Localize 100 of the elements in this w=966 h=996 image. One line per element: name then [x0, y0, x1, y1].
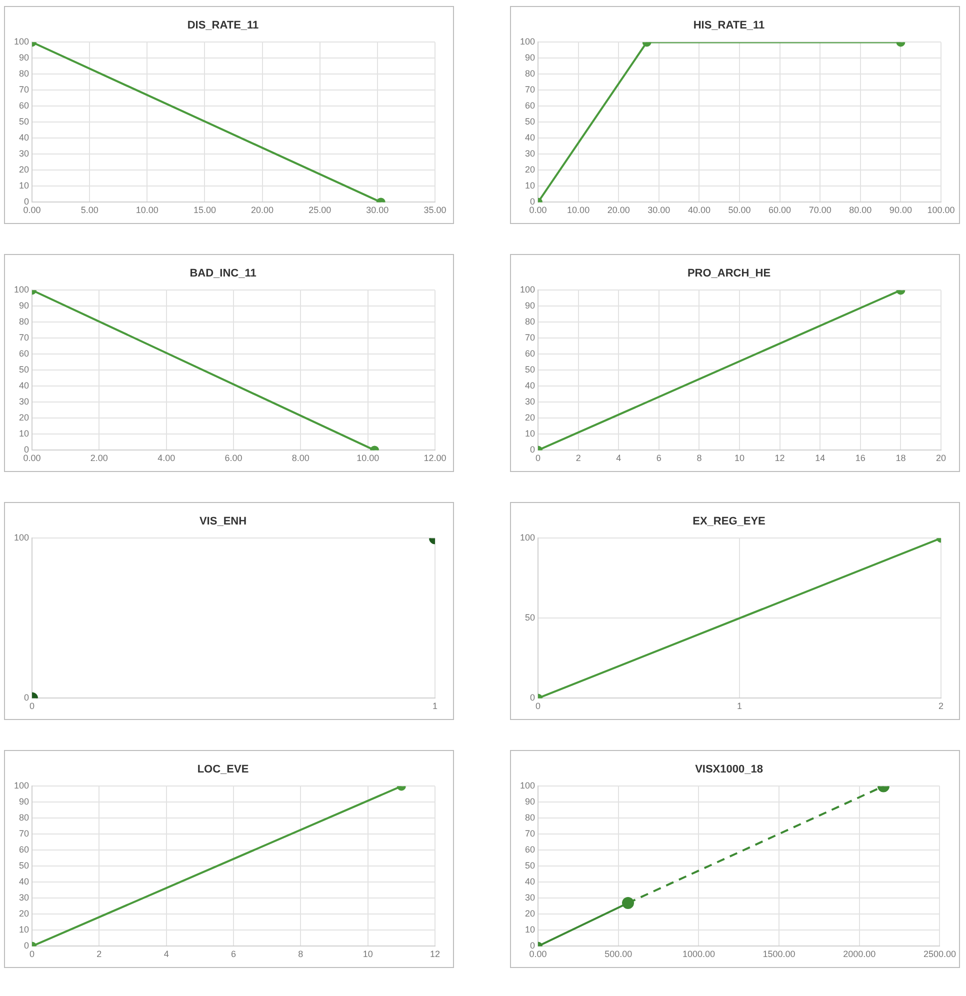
x-tick-label: 60.00 [768, 205, 792, 216]
y-tick-label: 20 [525, 908, 536, 919]
y-tick-label: 70 [19, 84, 30, 95]
x-tick-label: 80.00 [849, 205, 872, 216]
y-tick-label: 100 [520, 532, 536, 543]
x-tick-label: 10 [734, 453, 745, 464]
y-tick-label: 20 [19, 412, 30, 423]
x-tick-label: 6.00 [224, 453, 242, 464]
x-tick-label: 100.00 [927, 205, 955, 216]
y-tick-label: 10 [525, 180, 536, 191]
y-tick-label: 0 [530, 196, 536, 207]
y-tick-label: 20 [19, 164, 30, 175]
y-tick-label: 40 [19, 380, 30, 391]
y-tick-label: 30 [525, 892, 536, 903]
x-tick-label: 10.00 [567, 205, 590, 216]
y-tick-label: 0 [24, 692, 30, 703]
y-tick-label: 100 [520, 36, 536, 47]
y-tick-label: 40 [525, 876, 536, 887]
x-tick-label: 25.00 [308, 205, 332, 216]
y-tick-label: 90 [525, 52, 536, 63]
y-tick-label: 100 [14, 780, 30, 791]
y-tick-label: 0 [530, 444, 536, 455]
x-tick-label: 2 [96, 949, 102, 960]
y-tick-label: 80 [525, 68, 536, 79]
x-tick-label: 4 [616, 453, 622, 464]
y-tick-label: 70 [525, 332, 536, 343]
y-tick-label: 50 [525, 860, 536, 871]
y-tick-label: 50 [525, 364, 536, 375]
y-tick-label: 60 [525, 844, 536, 855]
y-tick-label: 100 [520, 780, 536, 791]
y-tick-label: 10 [19, 924, 30, 935]
chart-title: HIS_RATE_11 [693, 20, 765, 32]
y-tick-label: 0 [24, 444, 30, 455]
y-tick-label: 50 [19, 116, 30, 127]
x-tick-label: 14 [815, 453, 826, 464]
y-tick-label: 40 [19, 876, 30, 887]
chart-title: EX_REG_EYE [692, 516, 766, 528]
x-tick-label: 8 [696, 453, 702, 464]
y-tick-label: 80 [19, 812, 30, 823]
y-tick-label: 0 [530, 940, 536, 951]
y-tick-label: 60 [19, 348, 30, 359]
y-tick-label: 40 [525, 380, 536, 391]
x-tick-label: 20.00 [251, 205, 274, 216]
x-tick-label: 12 [430, 949, 440, 960]
x-tick-label: 10 [362, 949, 373, 960]
x-tick-label: 2.00 [90, 453, 108, 464]
y-tick-label: 50 [19, 860, 30, 871]
chart-title: PRO_ARCH_HE [687, 268, 771, 280]
y-tick-label: 0 [24, 940, 30, 951]
x-tick-label: 90.00 [889, 205, 912, 216]
chart-title: DIS_RATE_11 [187, 20, 259, 32]
x-tick-label: 0.00 [529, 205, 547, 216]
y-tick-label: 50 [19, 364, 30, 375]
x-tick-label: 5.00 [80, 205, 98, 216]
chart-title: VIS_ENH [199, 516, 247, 528]
x-tick-label: 1 [737, 701, 742, 712]
y-tick-label: 90 [19, 300, 30, 311]
y-tick-label: 0 [530, 692, 536, 703]
chart-title: VISX1000_18 [695, 764, 763, 776]
y-tick-label: 100 [14, 532, 30, 543]
y-tick-label: 50 [525, 116, 536, 127]
y-tick-label: 40 [19, 132, 30, 143]
x-tick-label: 12 [774, 453, 785, 464]
y-tick-label: 80 [525, 316, 536, 327]
x-tick-label: 35.00 [424, 205, 446, 216]
x-tick-label: 6 [231, 949, 236, 960]
y-tick-label: 10 [19, 428, 30, 439]
y-tick-label: 10 [19, 180, 30, 191]
x-tick-label: 0.00 [529, 949, 547, 960]
y-tick-label: 10 [525, 924, 536, 935]
x-tick-label: 0.00 [23, 205, 41, 216]
y-tick-label: 60 [525, 100, 536, 111]
y-tick-label: 10 [525, 428, 536, 439]
x-tick-label: 16 [855, 453, 866, 464]
x-tick-label: 1500.00 [762, 949, 796, 960]
y-tick-label: 20 [525, 164, 536, 175]
chart-title: BAD_INC_11 [190, 268, 256, 280]
y-tick-label: 20 [19, 908, 30, 919]
x-tick-label: 2500.00 [923, 949, 956, 960]
y-tick-label: 100 [14, 36, 30, 47]
x-tick-label: 30.00 [366, 205, 389, 216]
y-tick-label: 20 [525, 412, 536, 423]
y-tick-label: 100 [520, 284, 536, 295]
y-tick-label: 0 [24, 196, 30, 207]
y-tick-label: 50 [525, 612, 536, 623]
x-tick-label: 20 [936, 453, 946, 464]
x-tick-label: 6 [656, 453, 662, 464]
x-tick-label: 8 [298, 949, 304, 960]
y-tick-label: 30 [19, 148, 30, 159]
x-tick-label: 10.00 [136, 205, 158, 216]
chart-title: LOC_EVE [197, 764, 249, 776]
y-tick-label: 90 [525, 300, 536, 311]
x-tick-label: 18 [896, 453, 906, 464]
y-tick-label: 30 [525, 148, 536, 159]
x-tick-label: 50.00 [728, 205, 751, 216]
y-tick-label: 40 [525, 132, 536, 143]
y-tick-label: 80 [19, 68, 30, 79]
y-tick-label: 30 [525, 396, 536, 407]
y-tick-label: 70 [19, 332, 30, 343]
x-tick-label: 8.00 [292, 453, 310, 464]
